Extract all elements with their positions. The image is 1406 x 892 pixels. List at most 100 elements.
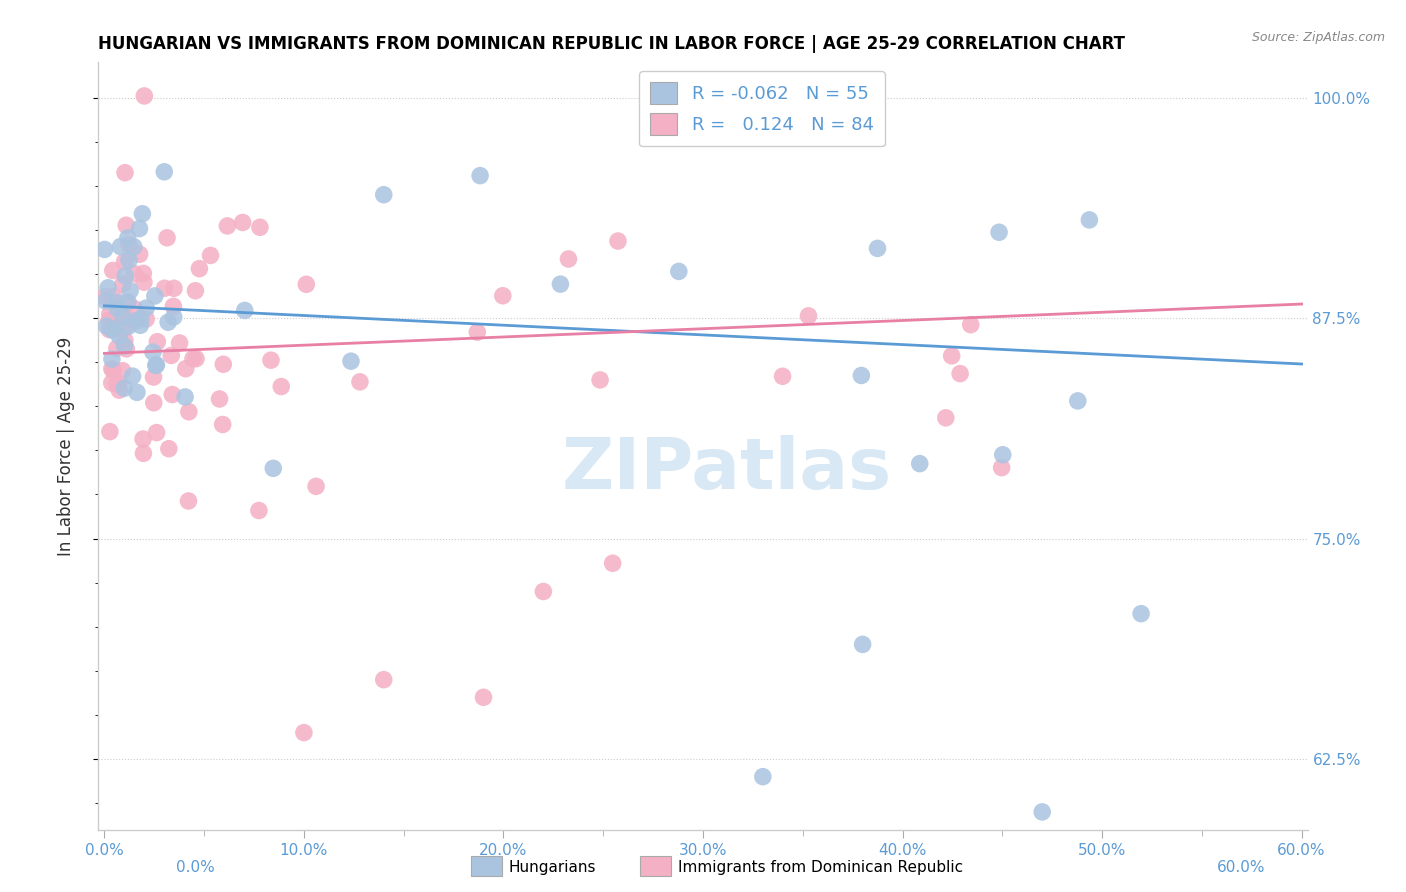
Point [181, 351, 204, 366]
Point [115, 342, 138, 356]
Point [232, 215, 254, 229]
Point [107, 376, 129, 390]
Point [1130, 607, 1153, 621]
Point [349, 375, 371, 389]
Point [125, 385, 148, 400]
Point [373, 673, 395, 687]
Point [752, 770, 775, 784]
Point [98, 307, 121, 321]
Point [117, 294, 139, 309]
Point [135, 301, 157, 315]
Text: 60.0%: 60.0% [1218, 860, 1265, 874]
Point [1067, 393, 1090, 408]
Point [200, 248, 222, 262]
Point [146, 334, 169, 349]
Point [117, 231, 139, 245]
Text: Hungarians: Hungarians [509, 860, 596, 874]
Point [988, 225, 1011, 239]
Point [851, 368, 873, 383]
Point [157, 442, 180, 456]
Point [772, 369, 794, 384]
Point [492, 289, 515, 303]
Point [96, 319, 118, 334]
Point [105, 341, 128, 355]
Point [94, 289, 117, 303]
Point [105, 301, 128, 316]
Point [121, 369, 143, 384]
Point [247, 503, 270, 517]
Point [160, 348, 183, 362]
Point [124, 301, 146, 316]
Point [101, 361, 124, 376]
Point [184, 284, 207, 298]
Point [128, 247, 150, 261]
Point [174, 361, 197, 376]
Text: 0.0%: 0.0% [176, 860, 215, 874]
Point [249, 220, 271, 235]
Point [114, 268, 136, 283]
Point [142, 395, 165, 409]
Point [98, 313, 121, 327]
Point [101, 263, 124, 277]
Point [866, 241, 889, 255]
Point [142, 345, 165, 359]
Point [114, 334, 136, 348]
Point [162, 299, 184, 313]
Point [105, 377, 128, 392]
Point [122, 240, 145, 254]
Point [101, 363, 124, 377]
Point [211, 417, 233, 432]
Text: ZIPatlas: ZIPatlas [562, 434, 893, 503]
Point [132, 446, 155, 460]
Point [118, 253, 141, 268]
Point [177, 494, 200, 508]
Point [132, 275, 155, 289]
Point [117, 319, 139, 334]
Point [233, 303, 256, 318]
Point [112, 339, 135, 353]
Point [990, 460, 1012, 475]
Point [550, 277, 572, 292]
Point [260, 353, 283, 368]
Point [101, 352, 124, 367]
Point [115, 296, 138, 310]
Y-axis label: In Labor Force | Age 25-29: In Labor Force | Age 25-29 [56, 336, 75, 556]
Point [941, 349, 963, 363]
Text: HUNGARIAN VS IMMIGRANTS FROM DOMINICAN REPUBLIC IN LABOR FORCE | AGE 25-29 CORRE: HUNGARIAN VS IMMIGRANTS FROM DOMINICAN R… [98, 35, 1125, 53]
Point [959, 318, 981, 332]
Point [174, 390, 197, 404]
Text: Immigrants from Dominican Republic: Immigrants from Dominican Republic [678, 860, 963, 874]
Point [134, 89, 156, 103]
Point [111, 364, 134, 378]
Point [111, 310, 134, 325]
Point [115, 219, 138, 233]
Point [156, 231, 179, 245]
Point [797, 309, 820, 323]
Point [305, 479, 328, 493]
Point [340, 354, 363, 368]
Point [97, 281, 120, 295]
Point [188, 261, 211, 276]
Point [668, 264, 690, 278]
Point [124, 267, 146, 281]
Point [103, 290, 125, 304]
Point [101, 322, 124, 336]
Point [108, 329, 131, 343]
Point [472, 690, 495, 705]
Point [94, 293, 117, 308]
Point [262, 461, 284, 475]
Point [153, 165, 176, 179]
Point [108, 383, 131, 397]
Point [1031, 805, 1053, 819]
Legend: R = -0.062   N = 55, R =   0.124   N = 84: R = -0.062 N = 55, R = 0.124 N = 84 [640, 71, 884, 146]
Point [100, 376, 122, 390]
Point [163, 310, 186, 324]
Point [132, 432, 155, 446]
Point [908, 457, 931, 471]
Point [129, 311, 152, 326]
Point [217, 219, 239, 233]
Point [114, 166, 136, 180]
Point [135, 312, 157, 326]
Point [208, 392, 231, 406]
Point [110, 239, 132, 253]
